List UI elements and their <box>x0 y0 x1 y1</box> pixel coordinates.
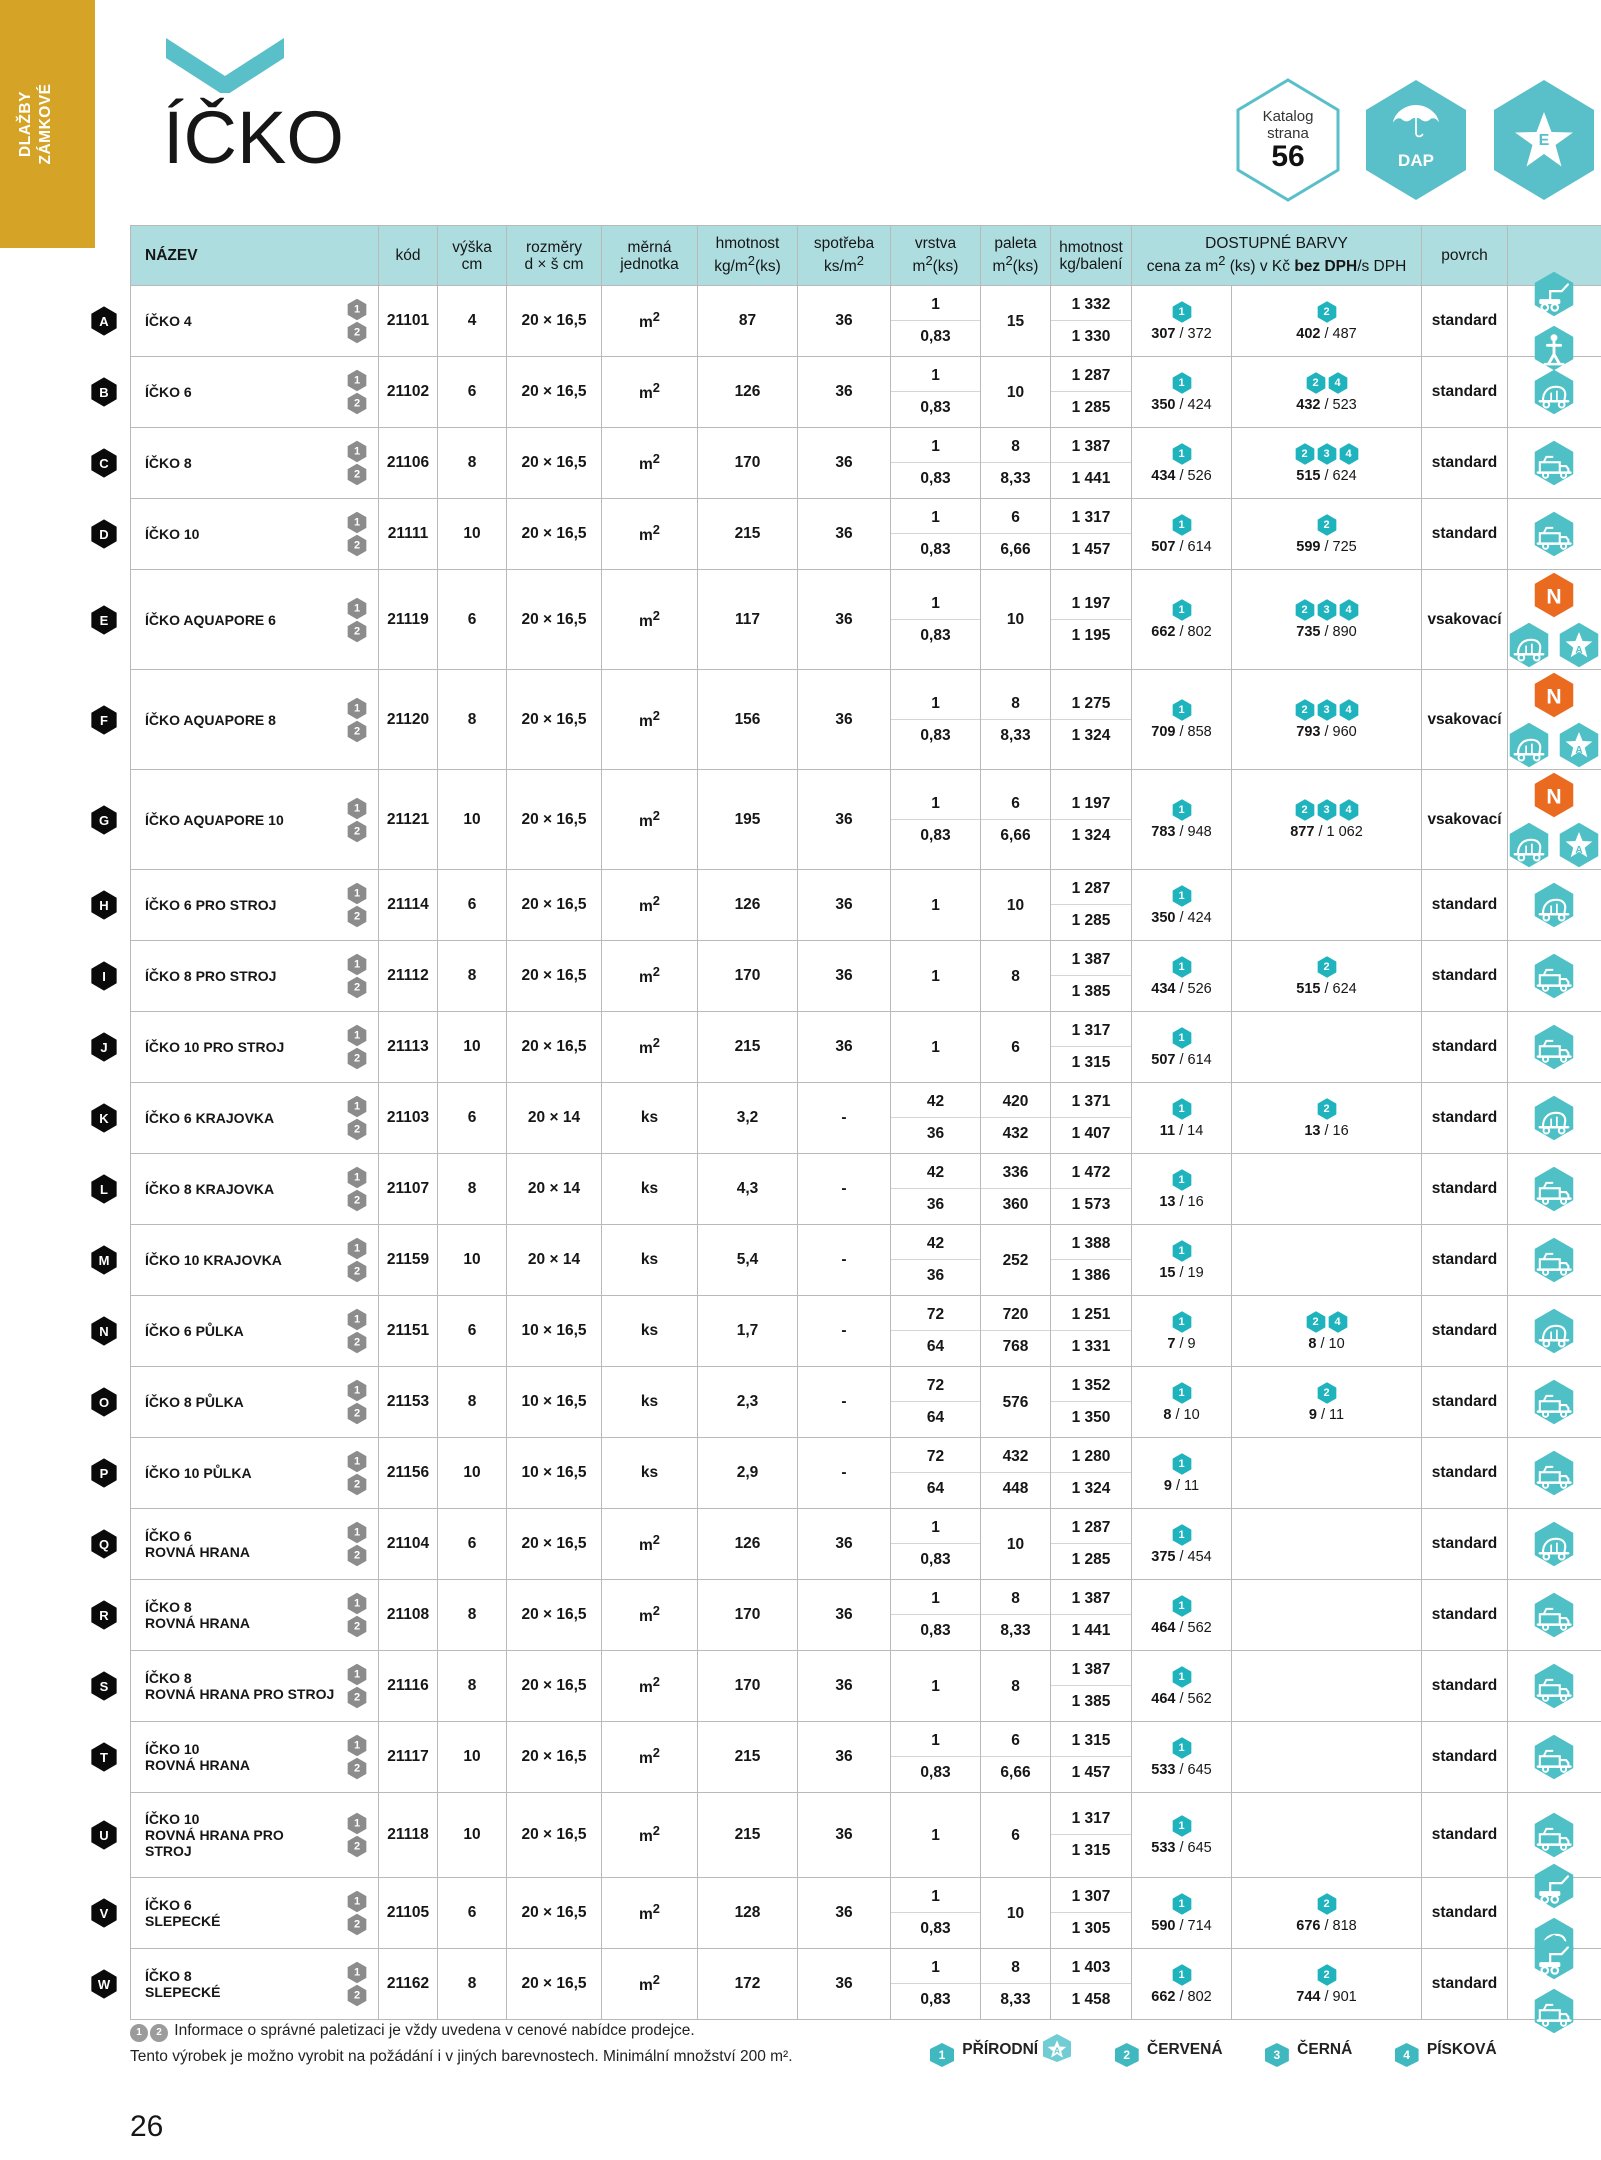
svg-text:N: N <box>1546 685 1561 708</box>
svg-text:A: A <box>1575 645 1582 656</box>
svg-text:N: N <box>1546 585 1561 608</box>
svg-text:A: A <box>1055 2047 1061 2056</box>
svg-text:A: A <box>1575 845 1582 856</box>
svg-text:A: A <box>1575 745 1582 756</box>
svg-text:N: N <box>1546 785 1561 808</box>
